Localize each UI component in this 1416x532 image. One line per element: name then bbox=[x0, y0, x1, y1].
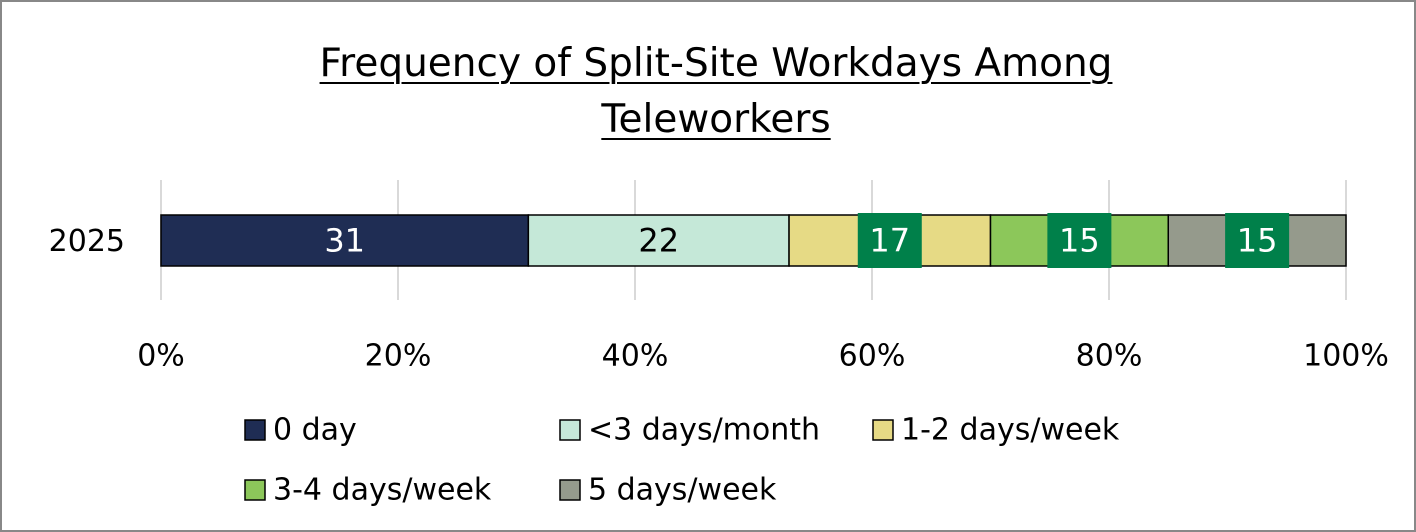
legend-label: 5 days/week bbox=[588, 473, 777, 508]
data-label: 22 bbox=[638, 222, 679, 260]
legend-label: 0 day bbox=[273, 413, 357, 448]
chart-title: Frequency of Split-Site Workdays Among T… bbox=[319, 41, 1113, 142]
y-tick-label: 2025 bbox=[49, 224, 125, 259]
data-label: 15 bbox=[1059, 222, 1100, 260]
legend-swatch bbox=[559, 479, 581, 501]
legend-swatch bbox=[872, 419, 894, 441]
legend-swatch bbox=[559, 419, 581, 441]
x-tick-label: 60% bbox=[839, 339, 906, 374]
x-tick-label: 80% bbox=[1076, 339, 1143, 374]
legend-label: 1-2 days/week bbox=[901, 413, 1120, 448]
data-label-box bbox=[1225, 213, 1290, 268]
legend-label: 3-4 days/week bbox=[273, 473, 492, 508]
data-label: 15 bbox=[1237, 222, 1278, 260]
legend-swatch bbox=[244, 479, 266, 501]
data-label: 17 bbox=[869, 222, 910, 260]
data-label-box bbox=[1047, 213, 1112, 268]
x-tick-label: 40% bbox=[602, 339, 669, 374]
legend-swatch bbox=[244, 419, 266, 441]
data-label: 31 bbox=[324, 222, 365, 260]
bar-segment bbox=[527, 214, 790, 267]
x-tick-label: 0% bbox=[137, 339, 185, 374]
x-tick-label: 100% bbox=[1303, 339, 1389, 374]
data-label-box bbox=[857, 213, 922, 268]
legend-label: <3 days/month bbox=[588, 413, 820, 448]
x-tick-label: 20% bbox=[365, 339, 432, 374]
